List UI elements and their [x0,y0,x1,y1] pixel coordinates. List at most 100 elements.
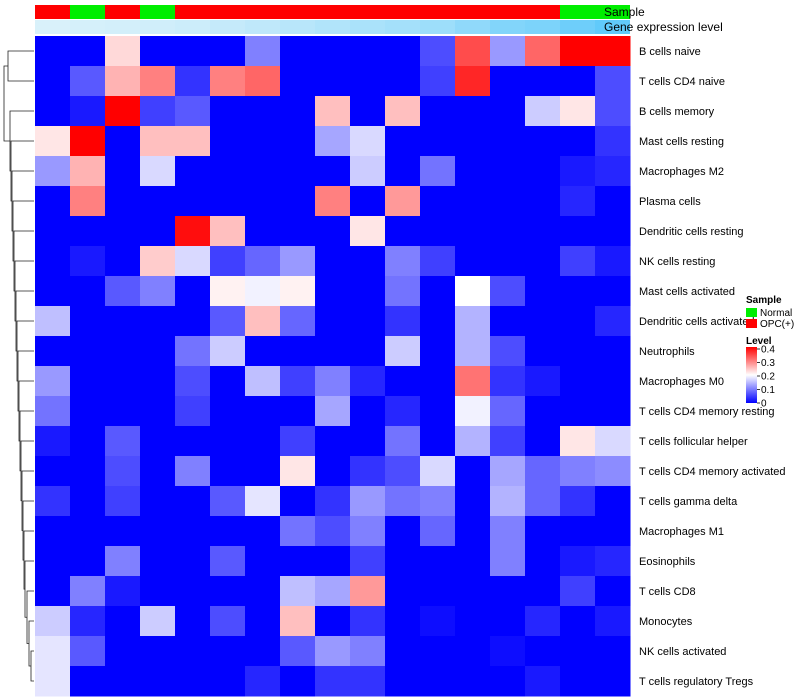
heatmap-cell [35,456,71,487]
heatmap-cell [105,336,141,367]
heatmap-cell [350,366,386,397]
heatmap-cell [420,336,456,367]
heatmap-cell [210,486,246,517]
heatmap-cell [455,336,491,367]
level-tick-label: 0.3 [761,358,775,369]
heatmap-cell [210,546,246,577]
heatmap-cell [175,246,211,277]
heatmap-cell [280,486,316,517]
heatmap-cell [595,216,631,247]
heatmap-cell [175,666,211,697]
heatmap-cell [385,186,421,217]
heatmap-cell [490,336,526,367]
gene-expression-annotation-cell [455,20,490,34]
heatmap-cell [385,336,421,367]
heatmap-cells [35,36,631,697]
heatmap-cell [385,516,421,547]
row-label: T cells CD8 [639,586,696,598]
heatmap-cell [280,96,316,127]
heatmap-cell [385,606,421,637]
heatmap-cell [140,456,176,487]
heatmap-cell [315,516,351,547]
heatmap-cell [595,96,631,127]
sample-annotation-label: Sample [604,5,645,19]
heatmap-cell [210,336,246,367]
heatmap-cell [420,366,456,397]
heatmap-cell [70,186,106,217]
heatmap-cell [35,546,71,577]
heatmap-cell [210,456,246,487]
heatmap-cell [175,156,211,187]
sample-annotation-cell [210,5,245,19]
heatmap-cell [315,126,351,157]
sample-legend-title: Sample [746,295,782,306]
heatmap-cell [280,396,316,427]
heatmap-cell [420,66,456,97]
heatmap-cell [455,456,491,487]
heatmap-cell [315,336,351,367]
heatmap-cell [560,306,596,337]
heatmap-cell [70,606,106,637]
heatmap-cell [350,456,386,487]
heatmap-cell [385,366,421,397]
heatmap-cell [70,366,106,397]
row-label: T cells CD4 memory resting [639,406,775,418]
heatmap-cell [280,126,316,157]
heatmap-cell [210,666,246,697]
heatmap-cell [105,126,141,157]
heatmap-cell [315,66,351,97]
heatmap-cell [490,126,526,157]
heatmap-cell [315,546,351,577]
heatmap-cell [420,666,456,697]
heatmap-cell [105,36,141,67]
heatmap-cell [140,366,176,397]
heatmap-cell [350,306,386,337]
heatmap-cell [560,126,596,157]
row-label: Dendritic cells activated [639,316,755,328]
heatmap-cell [280,576,316,607]
heatmap-cell [35,246,71,277]
heatmap-cell [525,306,561,337]
heatmap-cell [490,576,526,607]
heatmap-cell [245,396,281,427]
heatmap-cell [105,666,141,697]
heatmap-cell [175,306,211,337]
heatmap-cell [455,516,491,547]
sample-annotation-cell [70,5,105,19]
legend-label-normal: Normal [760,308,792,319]
level-legend: Level 0.4 0.3 0.2 0.1 0 [746,336,775,410]
heatmap-cell [175,216,211,247]
heatmap-cell [105,306,141,337]
heatmap-cell [595,546,631,577]
heatmap-cell [35,216,71,247]
heatmap-cell [490,516,526,547]
heatmap-cell [140,36,176,67]
heatmap-cell [385,456,421,487]
heatmap-cell [560,516,596,547]
heatmap-cell [385,126,421,157]
heatmap-cell [560,606,596,637]
heatmap-cell [315,186,351,217]
sample-annotation-cell [175,5,210,19]
heatmap-cell [350,216,386,247]
heatmap-cell [105,576,141,607]
heatmap-cell [245,456,281,487]
heatmap-cell [105,96,141,127]
dendrogram-branch [7,50,34,82]
heatmap-cell [35,36,71,67]
heatmap-cell [140,606,176,637]
heatmap-cell [315,156,351,187]
heatmap-cell [175,366,211,397]
heatmap-cell [35,276,71,307]
gene-expression-annotation-cell [35,20,70,34]
heatmap-cell [490,216,526,247]
heatmap-cell [595,336,631,367]
row-label: T cells CD4 naive [639,76,725,88]
heatmap-cell [420,636,456,667]
heatmap-cell [140,666,176,697]
heatmap-cell [455,186,491,217]
heatmap-cell [70,306,106,337]
heatmap-cell [420,246,456,277]
heatmap-cell [280,186,316,217]
